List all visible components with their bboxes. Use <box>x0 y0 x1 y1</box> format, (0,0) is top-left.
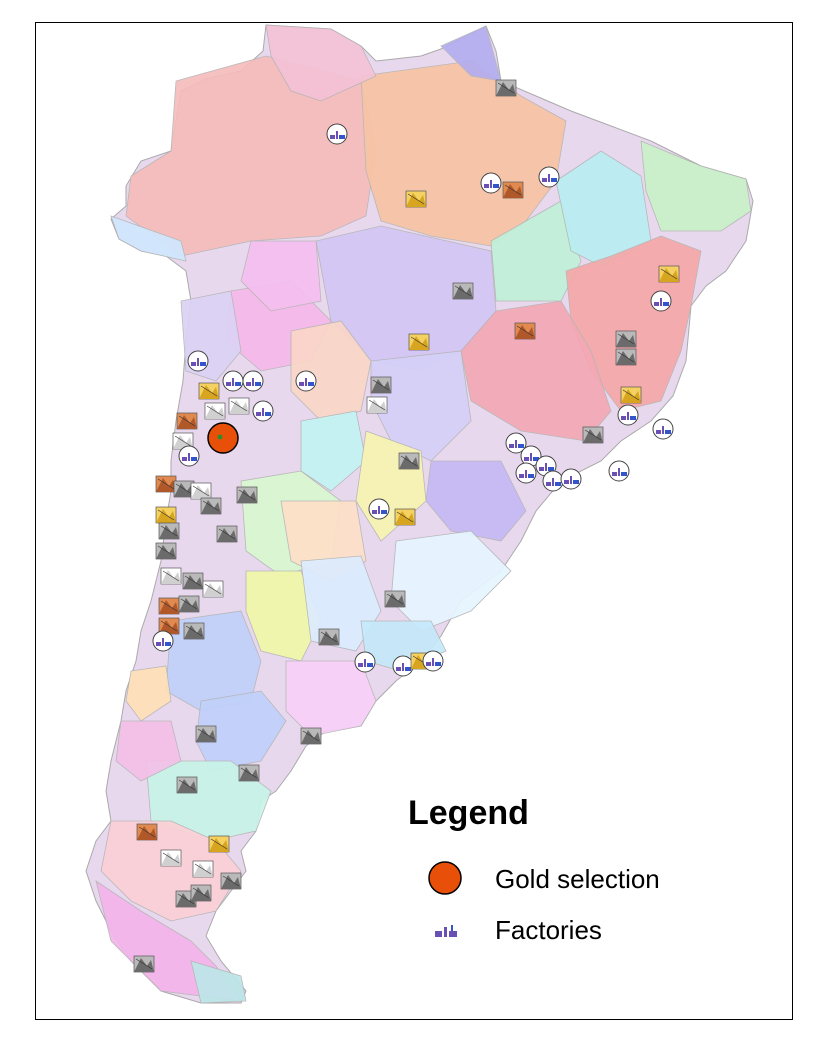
gold-selection-marker[interactable] <box>207 422 239 454</box>
region-9 <box>460 300 612 442</box>
factory-icon[interactable] <box>505 432 527 454</box>
coal-mine-icon[interactable] <box>158 522 180 540</box>
marker-layer <box>133 79 680 973</box>
region-12 <box>240 240 322 312</box>
legend-label-factories: Factories <box>495 915 602 945</box>
region-31 <box>115 720 182 782</box>
gold-mine-icon[interactable] <box>405 190 427 208</box>
copper-mine-icon[interactable] <box>155 475 177 493</box>
factory-icon[interactable] <box>222 370 244 392</box>
region-33 <box>110 215 187 262</box>
map-frame <box>35 22 793 1020</box>
legend-item-factories: Factories <box>425 909 725 949</box>
processing-plant-icon[interactable] <box>202 580 224 598</box>
factory-icon[interactable] <box>617 404 639 426</box>
region-layer <box>85 24 754 1004</box>
factory-icon[interactable] <box>422 650 444 672</box>
coal-mine-icon[interactable] <box>398 452 420 470</box>
factory-icon[interactable] <box>392 655 414 677</box>
region-30 <box>125 665 172 722</box>
factory-icon[interactable] <box>242 370 264 392</box>
map-canvas[interactable] <box>36 23 794 1021</box>
region-32 <box>190 960 247 1004</box>
coal-mine-icon[interactable] <box>195 725 217 743</box>
gold-mine-icon[interactable] <box>198 382 220 400</box>
gold-mine-icon[interactable] <box>208 835 230 853</box>
coal-mine-icon[interactable] <box>300 727 322 745</box>
processing-plant-icon[interactable] <box>204 402 226 420</box>
gold-mine-icon[interactable] <box>155 506 177 524</box>
factory-icon[interactable] <box>480 172 502 194</box>
processing-plant-icon[interactable] <box>192 860 214 878</box>
processing-plant-icon[interactable] <box>160 849 182 867</box>
coal-mine-icon[interactable] <box>615 330 637 348</box>
copper-mine-icon[interactable] <box>158 597 180 615</box>
coal-mine-icon[interactable] <box>452 282 474 300</box>
gold-mine-icon[interactable] <box>620 386 642 404</box>
coal-mine-icon[interactable] <box>238 764 260 782</box>
factory-icon[interactable] <box>252 400 274 422</box>
coal-mine-icon[interactable] <box>318 628 340 646</box>
factory-icon[interactable] <box>652 418 674 440</box>
processing-plant-icon[interactable] <box>172 432 194 450</box>
coal-mine-icon[interactable] <box>190 884 212 902</box>
coal-mine-icon[interactable] <box>183 622 205 640</box>
processing-plant-icon[interactable] <box>366 396 388 414</box>
gold-selection-icon <box>428 861 462 895</box>
factory-icon[interactable] <box>608 460 630 482</box>
factory-icon[interactable] <box>178 445 200 467</box>
factory-icon[interactable] <box>560 468 582 490</box>
region-14 <box>290 320 372 422</box>
factory-icon[interactable] <box>542 470 564 492</box>
factory-icon <box>435 925 457 937</box>
region-15 <box>300 410 367 492</box>
factory-icon[interactable] <box>515 462 537 484</box>
coal-mine-icon[interactable] <box>220 872 242 890</box>
factory-icon[interactable] <box>295 370 317 392</box>
processing-plant-icon[interactable] <box>190 482 212 500</box>
coal-mine-icon[interactable] <box>582 426 604 444</box>
coal-mine-icon[interactable] <box>615 348 637 366</box>
factory-icon[interactable] <box>326 123 348 145</box>
legend-label-gold-selection: Gold selection <box>495 864 660 894</box>
legend: Legend Gold selection Factories <box>405 792 735 962</box>
processing-plant-icon[interactable] <box>228 397 250 415</box>
coal-mine-icon[interactable] <box>370 376 392 394</box>
legend-title: Legend <box>408 794 529 832</box>
region-17 <box>425 460 527 542</box>
factory-icon[interactable] <box>187 350 209 372</box>
coal-mine-icon[interactable] <box>200 497 222 515</box>
factory-icon[interactable] <box>368 498 390 520</box>
coal-mine-icon[interactable] <box>173 480 195 498</box>
copper-mine-icon[interactable] <box>158 617 180 635</box>
legend-item-gold-selection: Gold selection <box>425 858 725 898</box>
gold-mine-icon[interactable] <box>408 333 430 351</box>
factory-icon[interactable] <box>354 651 376 673</box>
region-2 <box>265 24 377 102</box>
factory-icon[interactable] <box>650 290 672 312</box>
copper-mine-icon[interactable] <box>176 412 198 430</box>
coal-mine-icon[interactable] <box>176 776 198 794</box>
coal-mine-icon[interactable] <box>155 542 177 560</box>
region-7 <box>640 140 752 232</box>
gold-mine-icon[interactable] <box>658 265 680 283</box>
factory-icon[interactable] <box>520 445 542 467</box>
factory-icon[interactable] <box>538 166 560 188</box>
coal-mine-icon[interactable] <box>178 595 200 613</box>
coal-mine-icon[interactable] <box>236 486 258 504</box>
copper-mine-icon[interactable] <box>502 181 524 199</box>
coal-mine-icon[interactable] <box>216 525 238 543</box>
coal-mine-icon[interactable] <box>384 590 406 608</box>
copper-mine-icon[interactable] <box>136 823 158 841</box>
coal-mine-icon[interactable] <box>182 572 204 590</box>
gold-selection-layer <box>207 422 239 454</box>
region-25 <box>285 660 377 737</box>
processing-plant-icon[interactable] <box>160 567 182 585</box>
coal-mine-icon[interactable] <box>133 955 155 973</box>
copper-mine-icon[interactable] <box>514 322 536 340</box>
gold-mine-icon[interactable] <box>394 508 416 526</box>
coal-mine-icon[interactable] <box>495 79 517 97</box>
factory-icon[interactable] <box>152 630 174 652</box>
